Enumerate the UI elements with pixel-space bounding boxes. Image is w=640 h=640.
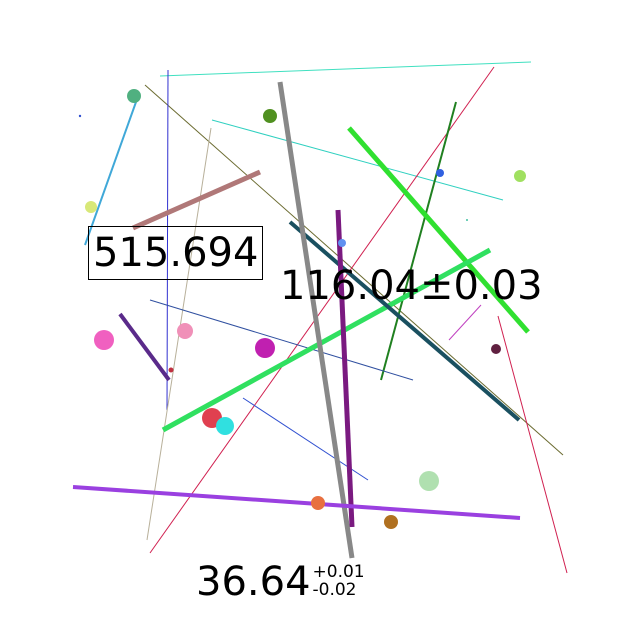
asym-minus-value: -0.02: [312, 580, 357, 600]
line-crimson: [149, 66, 495, 554]
dot-palegreen: [419, 471, 439, 491]
line-rosybrown-thick: [131, 169, 262, 231]
dot-darkplum: [491, 344, 501, 354]
boxed-value-text: 515.694: [93, 230, 259, 276]
line-cyan-top: [159, 61, 532, 77]
dot-cornflower: [338, 239, 346, 247]
dot-lightpink: [177, 323, 193, 339]
line-skyblue: [84, 101, 137, 246]
dot-cyan: [216, 417, 234, 435]
dot-pink: [94, 330, 114, 350]
asym-bounds: +0.01 -0.02: [312, 562, 365, 600]
dot-olivegreen: [263, 109, 277, 123]
line-magenta-short: [448, 304, 482, 341]
dot-yellowgreen: [85, 201, 97, 213]
dot-green: [127, 89, 141, 103]
dot-magenta: [255, 338, 275, 358]
value-with-uncertainty-label: 116.04±0.03: [280, 266, 543, 306]
dot-blue-small: [436, 169, 444, 177]
asym-main-value: 36.64: [196, 559, 311, 605]
line-navy-thin: [149, 299, 414, 381]
dot-orange: [311, 496, 325, 510]
line-purple-thick: [335, 209, 355, 528]
line-indigo-thick: [118, 312, 171, 382]
line-violet-thick: [72, 485, 521, 520]
dot-tiny-blue: [78, 114, 82, 118]
value-with-uncertainty-text: 116.04±0.03: [280, 263, 543, 309]
line-gray-thick: [277, 81, 355, 559]
line-darkslate-thick: [288, 220, 521, 422]
boxed-value-label: 515.694: [88, 226, 264, 280]
line-lime-thick-upper: [347, 126, 530, 334]
line-blue-vertical: [166, 69, 169, 411]
line-darkgreen: [380, 101, 457, 381]
line-olive-diagonal: [144, 84, 564, 456]
line-crimson-right: [497, 315, 568, 574]
line-teal-thin: [211, 119, 504, 201]
dot-tiny-teal: [466, 219, 468, 221]
dot-tiny-red: [168, 367, 174, 373]
dot-lightgreen: [514, 170, 526, 182]
asym-plus-value: +0.01: [312, 562, 365, 583]
dot-brown: [384, 515, 398, 529]
asymmetric-uncertainty-label: 36.64 +0.01 -0.02: [196, 562, 365, 602]
line-lime-thick-lower: [161, 247, 492, 433]
